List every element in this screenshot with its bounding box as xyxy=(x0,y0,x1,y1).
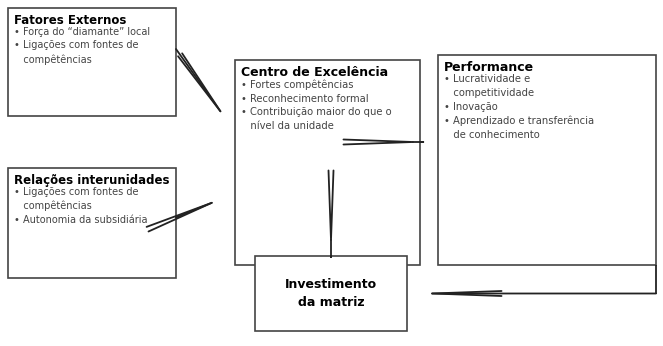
Bar xyxy=(438,55,656,265)
Text: • Lucratividade e
   competitividade
• Inovação
• Aprendizado e transferência
  : • Lucratividade e competitividade • Inov… xyxy=(444,74,594,140)
Text: • Ligações com fontes de
   compêtências
• Autonomia da subsidiária: • Ligações com fontes de compêtências • … xyxy=(14,187,147,225)
Text: Performance: Performance xyxy=(444,61,534,74)
Text: Centro de Excelência: Centro de Excelência xyxy=(241,66,388,79)
Text: Fatores Externos: Fatores Externos xyxy=(14,14,127,27)
Text: • Fortes compêtências
• Reconhecimento formal
• Contribuição maior do que o
   n: • Fortes compêtências • Reconhecimento f… xyxy=(241,80,392,131)
Text: • Força do “diamante” local
• Ligações com fontes de
   compêtências: • Força do “diamante” local • Ligações c… xyxy=(14,27,150,65)
Text: Investimento
da matriz: Investimento da matriz xyxy=(285,277,377,310)
Bar xyxy=(235,60,420,265)
Bar xyxy=(8,8,176,116)
Bar xyxy=(8,168,176,278)
Text: Relações interunidades: Relações interunidades xyxy=(14,174,170,187)
Bar xyxy=(255,256,407,331)
